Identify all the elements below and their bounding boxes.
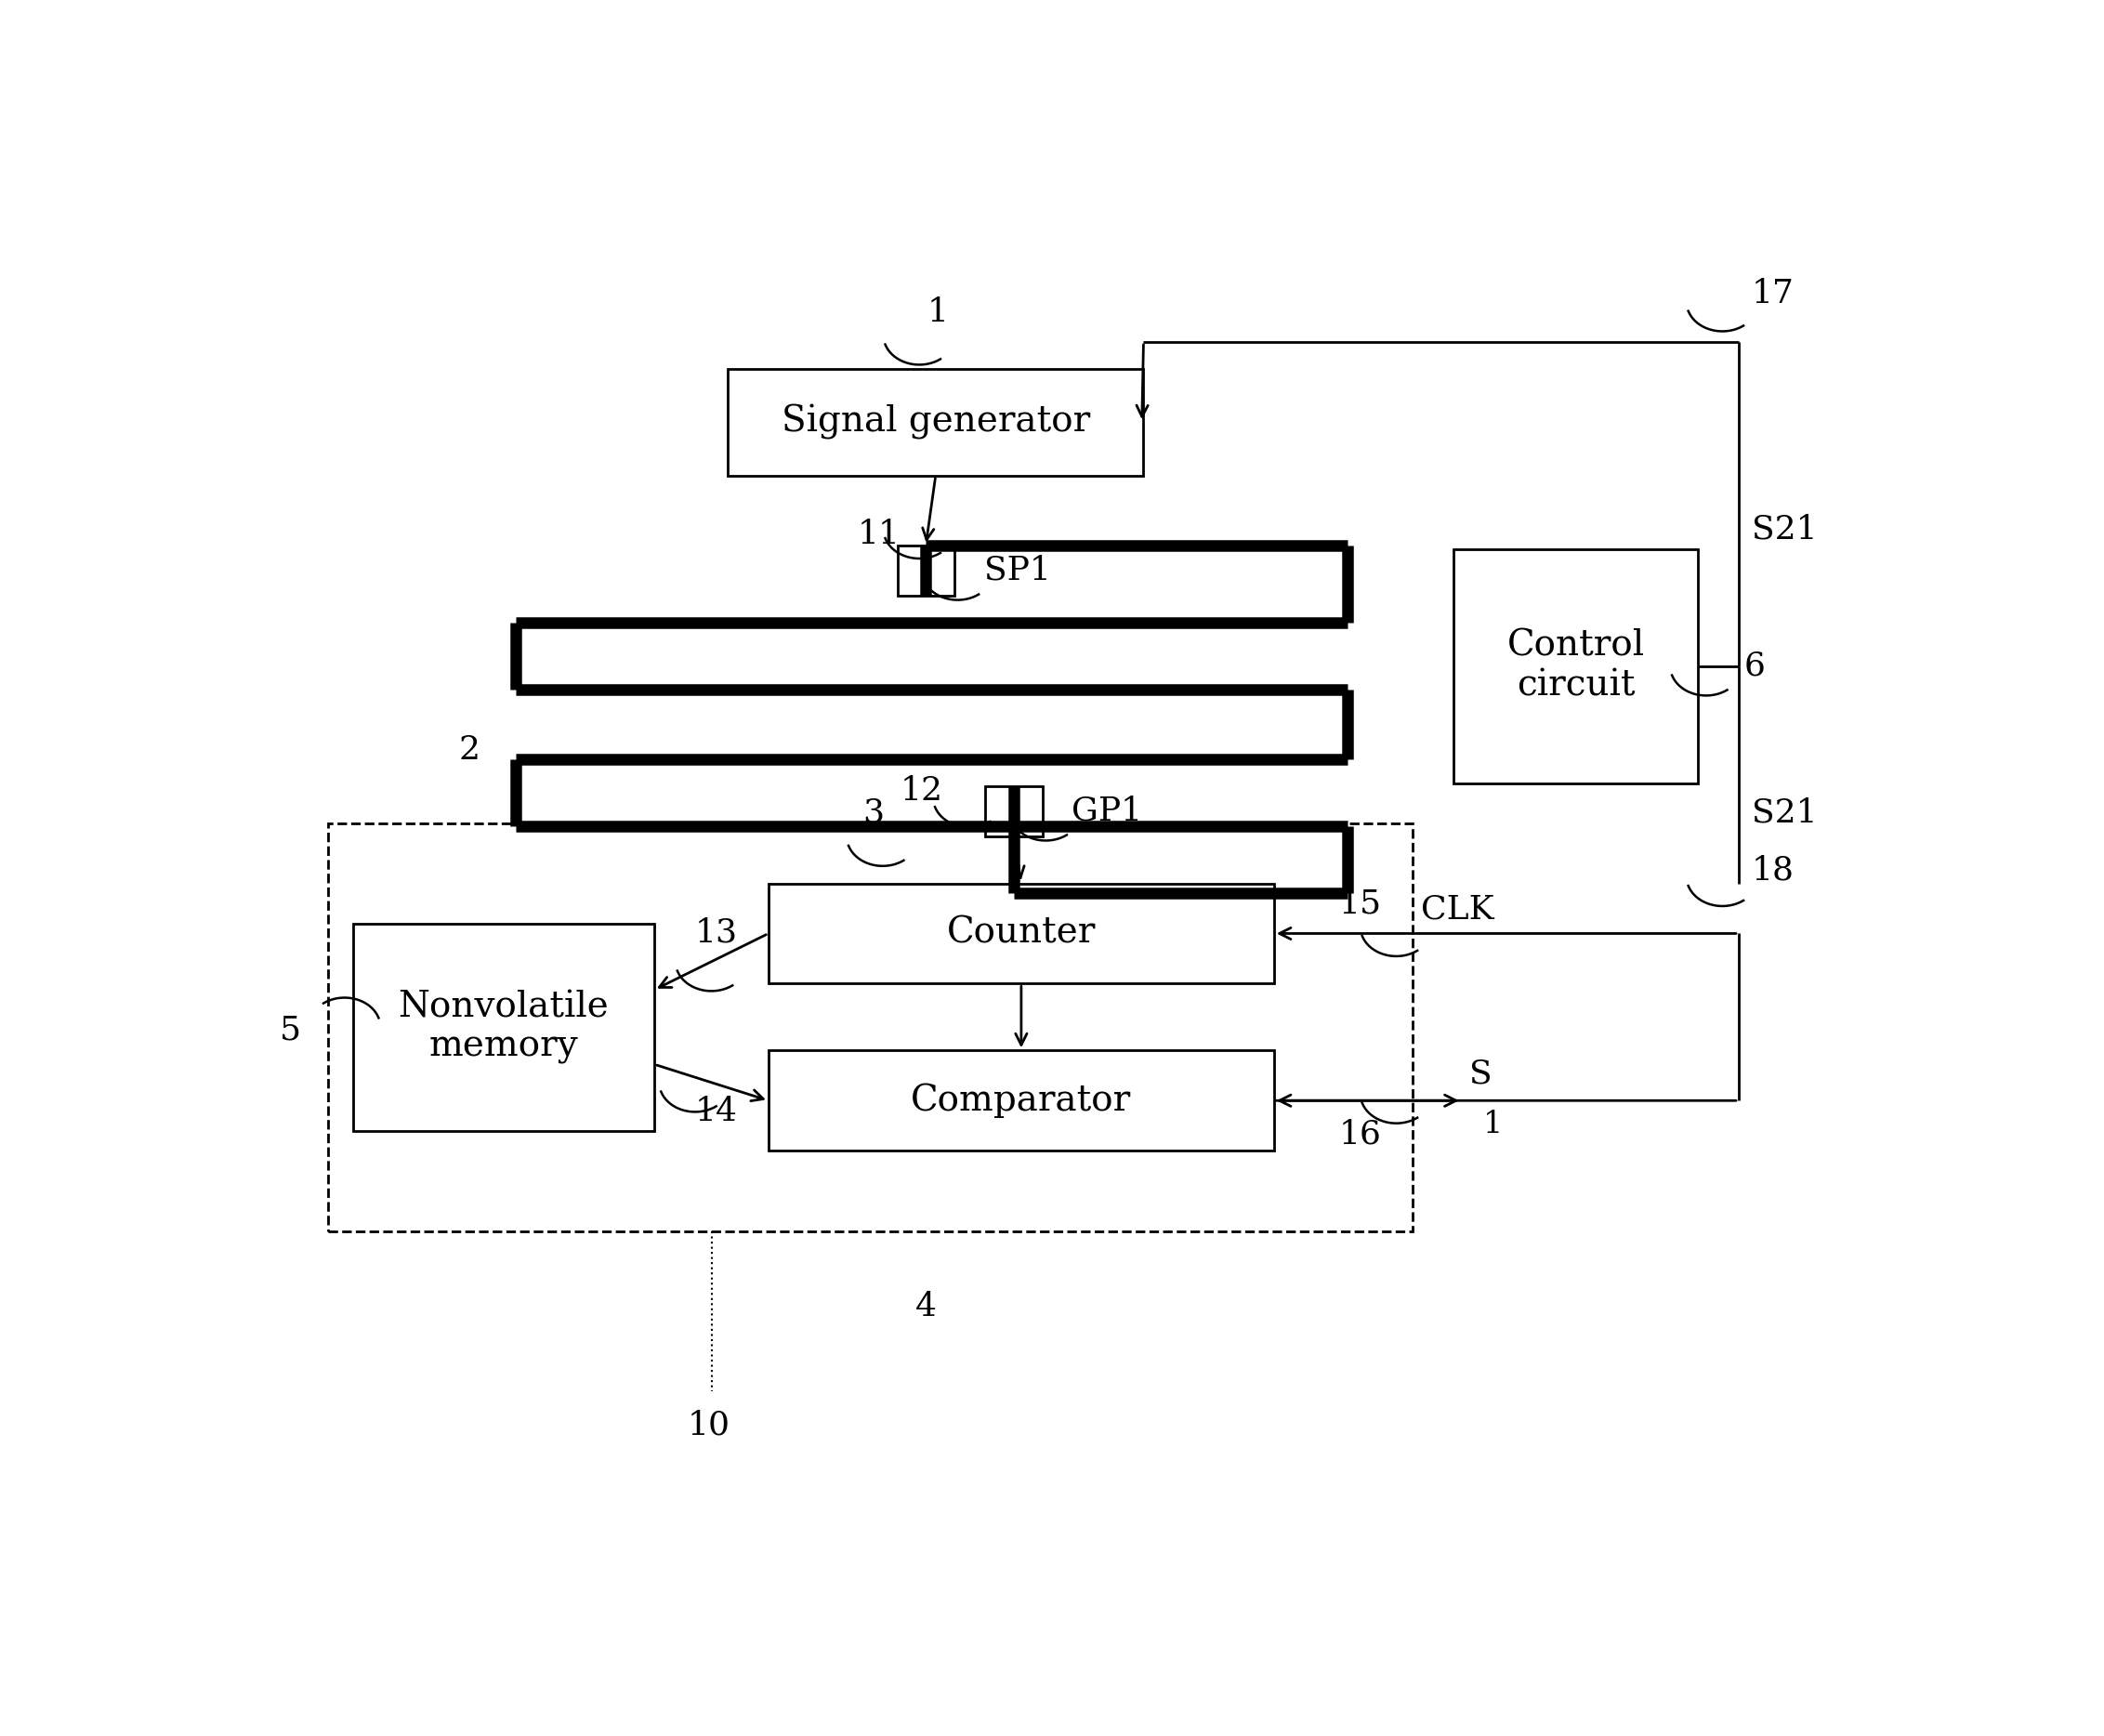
Text: S21: S21 (1753, 514, 1818, 545)
Text: Nonvolatile
memory: Nonvolatile memory (398, 990, 608, 1064)
FancyBboxPatch shape (985, 786, 1041, 837)
FancyBboxPatch shape (768, 884, 1275, 984)
FancyBboxPatch shape (768, 1050, 1275, 1151)
FancyBboxPatch shape (728, 368, 1145, 476)
Text: GP1: GP1 (1071, 795, 1142, 826)
Text: Signal generator: Signal generator (781, 404, 1090, 439)
Text: 10: 10 (686, 1410, 730, 1441)
FancyBboxPatch shape (1454, 549, 1698, 783)
Text: S21: S21 (1753, 797, 1818, 828)
Text: 12: 12 (901, 776, 943, 807)
Text: 6: 6 (1744, 651, 1765, 682)
Text: S: S (1469, 1057, 1492, 1090)
Text: 13: 13 (694, 917, 739, 948)
Text: 14: 14 (694, 1095, 739, 1128)
Text: Control
circuit: Control circuit (1506, 628, 1645, 703)
Text: 2: 2 (459, 734, 480, 766)
Text: CLK: CLK (1420, 894, 1494, 925)
Text: 5: 5 (280, 1014, 301, 1047)
FancyBboxPatch shape (896, 545, 955, 595)
Text: 3: 3 (863, 797, 884, 828)
FancyBboxPatch shape (353, 924, 654, 1130)
Text: 1: 1 (928, 297, 949, 328)
Text: 1: 1 (1483, 1109, 1502, 1139)
Text: 11: 11 (856, 519, 901, 550)
Text: Counter: Counter (947, 917, 1096, 951)
Text: SP1: SP1 (985, 556, 1050, 587)
Text: 16: 16 (1340, 1118, 1382, 1149)
Text: Comparator: Comparator (911, 1083, 1132, 1118)
Text: 18: 18 (1753, 854, 1795, 885)
Text: 15: 15 (1340, 889, 1382, 920)
Text: 4: 4 (915, 1292, 936, 1323)
Text: 17: 17 (1753, 278, 1795, 309)
